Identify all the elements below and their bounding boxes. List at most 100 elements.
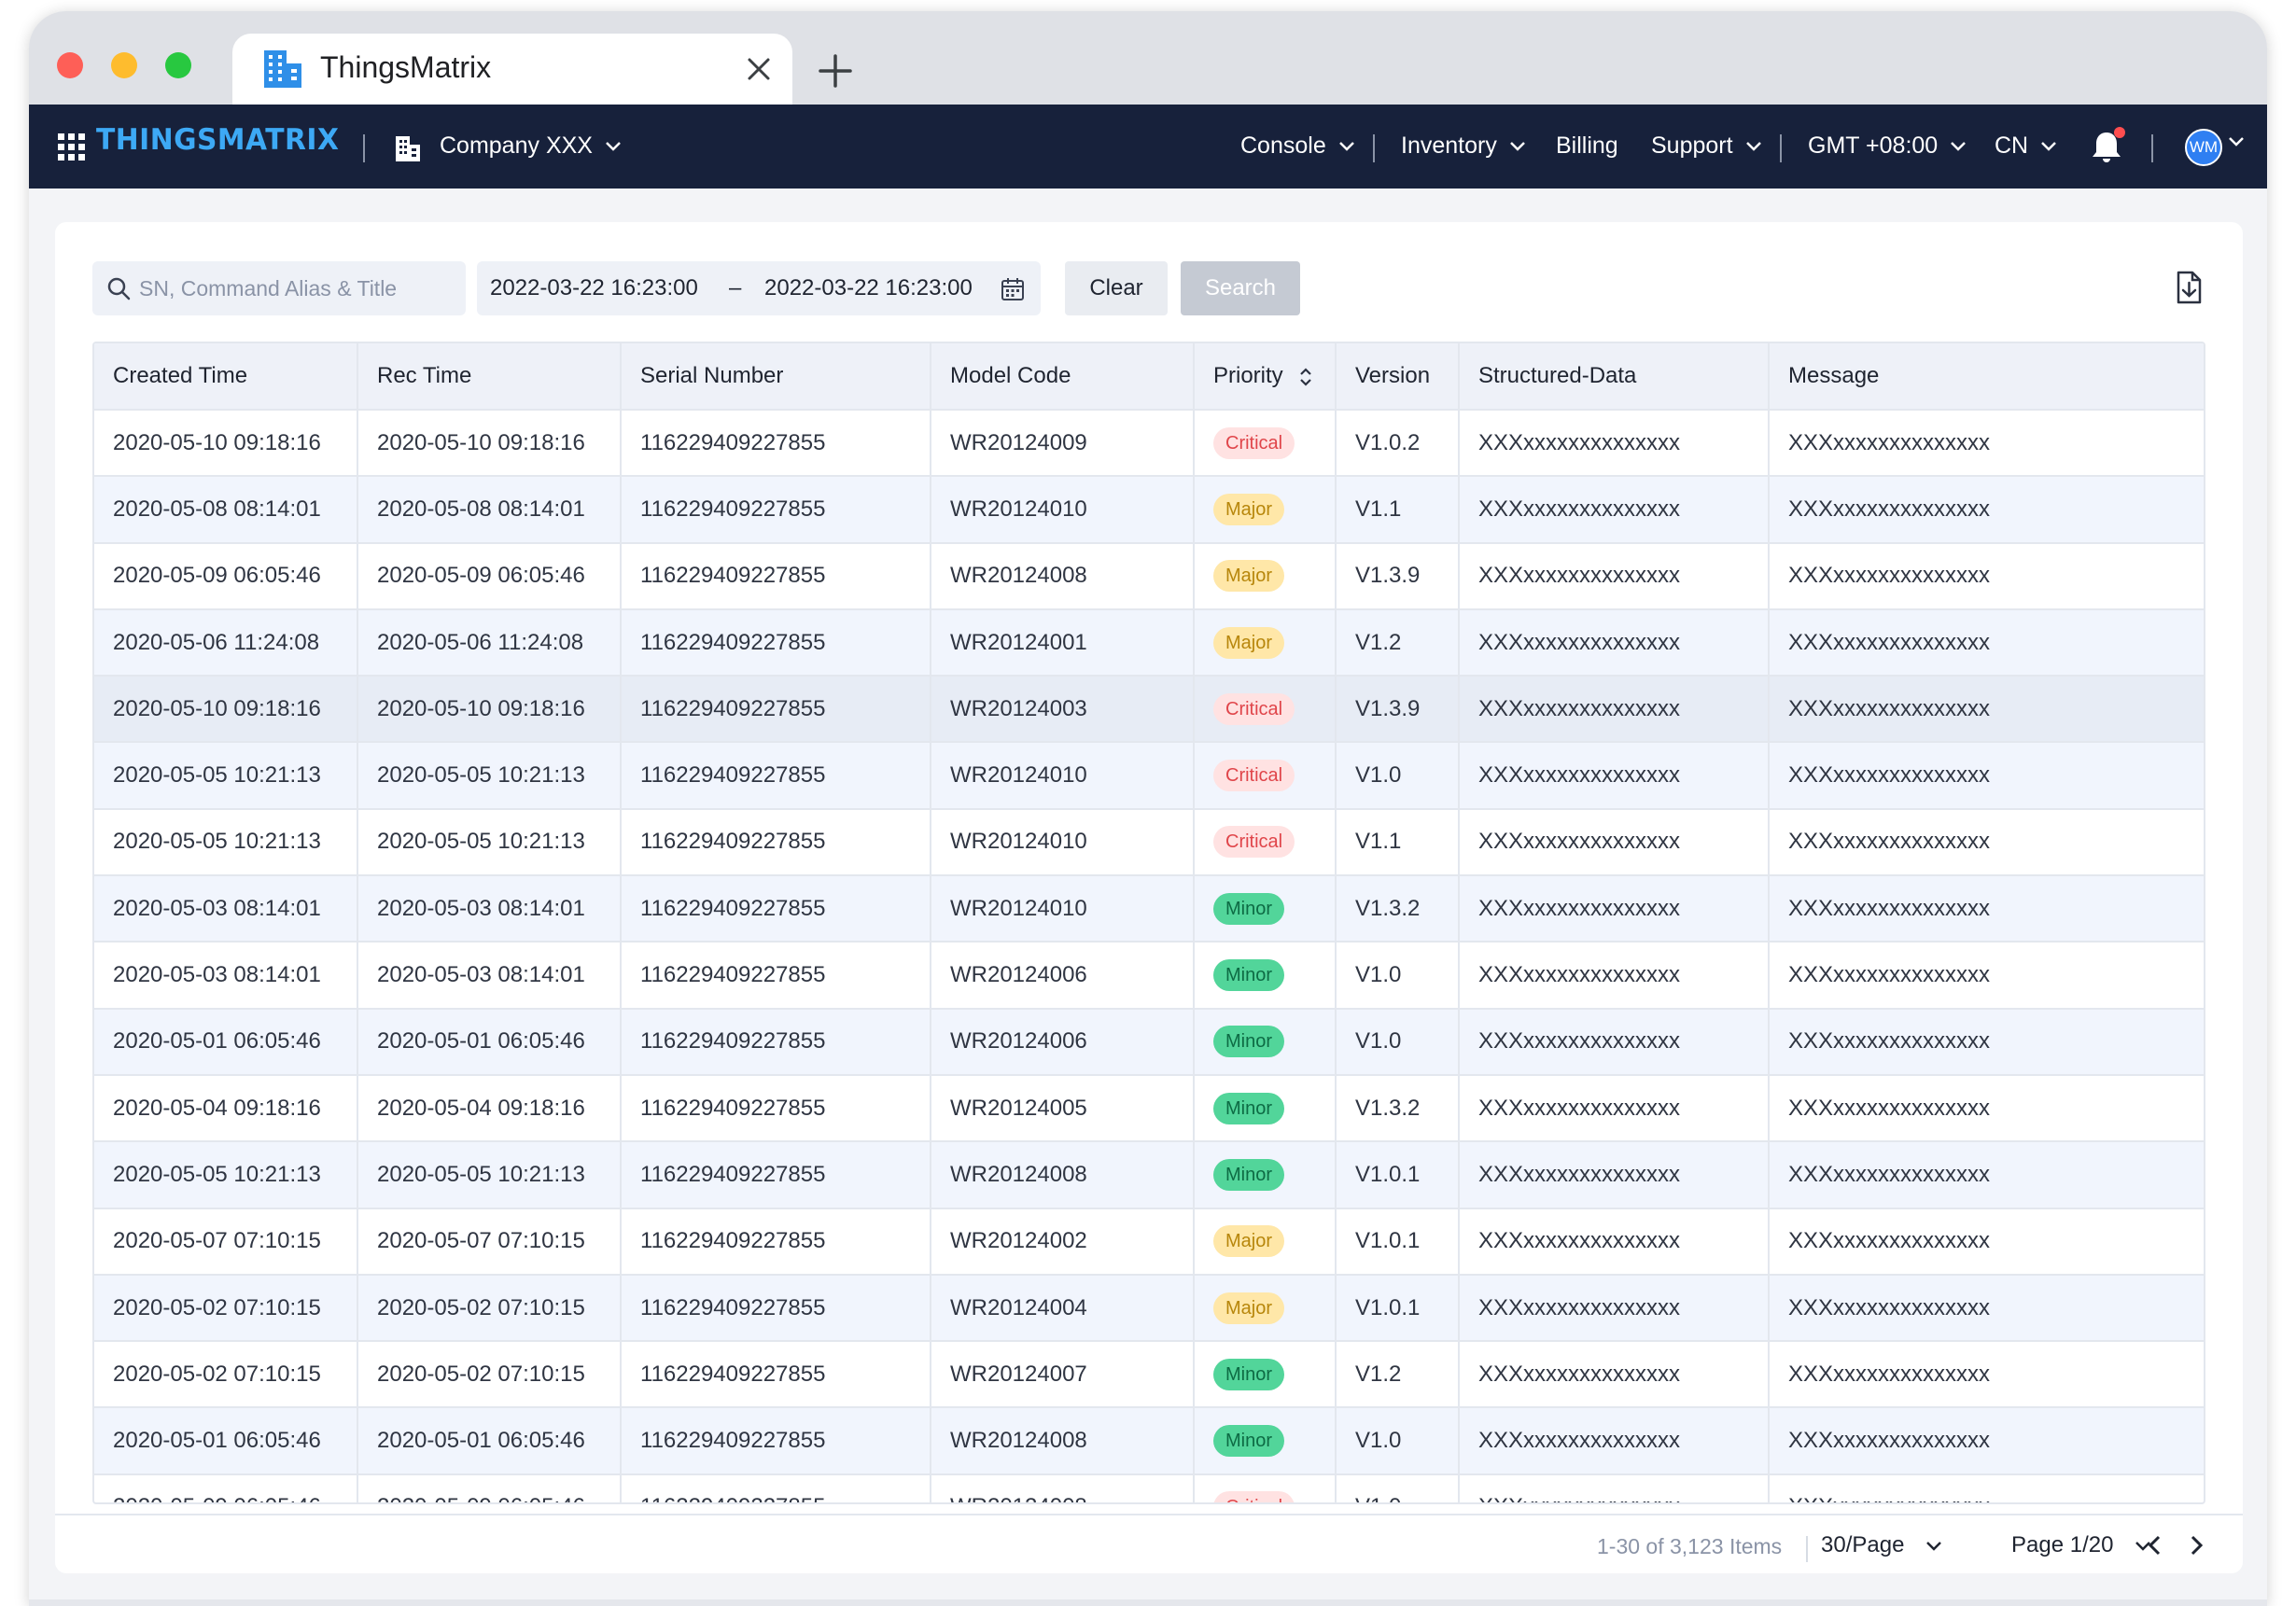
date-end[interactable]: 2022-03-22 16:23:00 — [764, 275, 973, 300]
cell-version: V1.2 — [1336, 1341, 1460, 1409]
table-row[interactable]: 2020-05-08 08:14:01 2020-05-08 08:14:01 11… — [94, 476, 2204, 544]
cell-created-time: 2020-05-09 06:05:46 — [94, 1473, 358, 1502]
browser-window: ThingsMatrix THINGSMATRIX Company XXX — [29, 11, 2267, 1606]
search-input[interactable] — [139, 269, 456, 308]
table-row[interactable]: 2020-05-03 08:14:01 2020-05-03 08:14:01 11… — [94, 875, 2204, 943]
data-table-container[interactable]: Created Time Rec Time Serial Number Mode… — [92, 342, 2205, 1504]
table-row[interactable]: 2020-05-03 08:14:01 2020-05-03 08:14:01 11… — [94, 942, 2204, 1010]
table-row[interactable]: 2020-05-10 09:18:16 2020-05-10 09:18:16 11… — [94, 676, 2204, 744]
column-header-rec-time: Rec Time — [357, 343, 622, 411]
nav-support[interactable]: Support — [1651, 133, 1762, 160]
cell-message: XXXxxxxxxxxxxxxxx — [1769, 1473, 2204, 1502]
cell-priority: Minor — [1194, 1141, 1337, 1209]
clear-button[interactable]: Clear — [1065, 261, 1168, 315]
table-row[interactable]: 2020-05-02 07:10:15 2020-05-02 07:10:15 11… — [94, 1341, 2204, 1409]
cell-version: V1.0 — [1336, 1008, 1460, 1076]
timezone-selector[interactable]: GMT +08:00 — [1808, 133, 1967, 160]
bell-icon[interactable] — [2088, 129, 2125, 166]
page-selector[interactable]: Page 1/20 — [2011, 1532, 2151, 1558]
cell-created-time: 2020-05-05 10:21:13 — [94, 742, 358, 810]
window-close-button[interactable] — [57, 52, 83, 78]
download-file-icon[interactable] — [2170, 269, 2207, 306]
cell-created-time: 2020-05-10 09:18:16 — [94, 676, 358, 744]
nav-billing[interactable]: Billing — [1556, 133, 1618, 159]
cell-structured-data: XXXxxxxxxxxxxxxxx — [1459, 1473, 1770, 1502]
close-icon[interactable] — [736, 47, 781, 91]
window-minimize-button[interactable] — [111, 52, 137, 78]
cell-model-code: WR20124008 — [931, 1473, 1195, 1502]
priority-badge: Minor — [1213, 1358, 1285, 1390]
date-range-picker[interactable]: 2022-03-22 16:23:00 – 2022-03-22 16:23:0… — [477, 261, 1041, 315]
cell-rec-time: 2020-05-02 07:10:15 — [357, 1274, 622, 1343]
cell-rec-time: 2020-05-01 06:05:46 — [357, 1008, 622, 1076]
priority-badge: Major — [1213, 1292, 1285, 1324]
nav-inventory-label: Inventory — [1401, 133, 1497, 159]
cell-structured-data: XXXxxxxxxxxxxxxxx — [1459, 476, 1770, 544]
chevron-down-icon — [2135, 1541, 2150, 1551]
avatar[interactable]: WM — [2185, 129, 2222, 166]
search-icon — [107, 277, 131, 300]
cell-model-code: WR20124008 — [931, 542, 1195, 610]
language-selector[interactable]: CN — [1995, 133, 2057, 160]
table-row[interactable]: 2020-05-05 10:21:13 2020-05-05 10:21:13 11… — [94, 808, 2204, 877]
table-row[interactable]: 2020-05-02 07:10:15 2020-05-02 07:10:15 11… — [94, 1274, 2204, 1343]
date-start[interactable]: 2022-03-22 16:23:00 — [490, 275, 698, 300]
new-tab-plus-icon[interactable] — [813, 49, 858, 93]
brand-logo[interactable]: THINGSMATRIX — [96, 123, 340, 157]
chevron-down-icon[interactable] — [2228, 136, 2245, 147]
table-row[interactable]: 2020-05-01 06:05:46 2020-05-01 06:05:46 11… — [94, 1407, 2204, 1475]
table-row[interactable]: 2020-05-10 09:18:16 2020-05-10 09:18:16 11… — [94, 410, 2204, 478]
nav-divider — [363, 134, 365, 162]
cell-model-code: WR20124008 — [931, 1141, 1195, 1209]
table-row[interactable]: 2020-05-01 06:05:46 2020-05-01 06:05:46 11… — [94, 1008, 2204, 1076]
nav-inventory[interactable]: Inventory — [1401, 133, 1526, 160]
chevron-down-icon — [1338, 142, 1354, 152]
table-row[interactable]: 2020-05-07 07:10:15 2020-05-07 07:10:15 11… — [94, 1208, 2204, 1276]
window-maximize-button[interactable] — [165, 52, 191, 78]
priority-badge: Minor — [1213, 1026, 1285, 1058]
page-size-selector[interactable]: 30/Page — [1821, 1532, 1942, 1558]
chevron-right-icon[interactable] — [2183, 1532, 2209, 1558]
page-label: Page 1/20 — [2011, 1532, 2114, 1557]
company-selector[interactable]: Company XXX — [440, 133, 622, 160]
table-row[interactable]: 2020-05-05 10:21:13 2020-05-05 10:21:13 11… — [94, 742, 2204, 810]
cell-message: XXXxxxxxxxxxxxxxx — [1769, 1341, 2204, 1409]
date-separator: – — [729, 275, 742, 300]
chevron-down-icon — [1926, 1541, 1941, 1551]
cell-serial-number: 116229409227855 — [621, 808, 931, 877]
cell-model-code: WR20124010 — [931, 742, 1195, 810]
sort-icon[interactable] — [1298, 366, 1313, 388]
column-header-priority[interactable]: Priority — [1194, 343, 1337, 411]
cell-rec-time: 2020-05-09 06:05:46 — [357, 1473, 622, 1502]
table-row[interactable]: 2020-05-04 09:18:16 2020-05-04 09:18:16 11… — [94, 1074, 2204, 1143]
cell-priority: Major — [1194, 1208, 1337, 1276]
cell-rec-time: 2020-05-06 11:24:08 — [357, 608, 622, 677]
column-header-message: Message — [1769, 343, 2204, 411]
cell-serial-number: 116229409227855 — [621, 476, 931, 544]
cell-priority: Minor — [1194, 1341, 1337, 1409]
cell-serial-number: 116229409227855 — [621, 1473, 931, 1502]
table-row[interactable]: 2020-05-06 11:24:08 2020-05-06 11:24:08 11… — [94, 608, 2204, 677]
cell-created-time: 2020-05-04 09:18:16 — [94, 1074, 358, 1143]
content-card: 2022-03-22 16:23:00 – 2022-03-22 16:23:0… — [55, 222, 2243, 1573]
app-grid-icon[interactable] — [57, 133, 87, 162]
priority-badge: Critical — [1213, 760, 1295, 792]
company-building-icon — [396, 136, 420, 161]
search-button[interactable]: Search — [1181, 261, 1300, 315]
cell-version: V1.3.2 — [1336, 875, 1460, 943]
cell-message: XXXxxxxxxxxxxxxxx — [1769, 875, 2204, 943]
nav-console[interactable]: Console — [1240, 133, 1355, 160]
search-field[interactable] — [92, 261, 466, 315]
pagination-divider — [1806, 1536, 1808, 1562]
calendar-icon[interactable] — [1000, 276, 1026, 302]
pagination-total: 1-30 of 3,123 Items — [1597, 1534, 1783, 1558]
browser-tab-active[interactable]: ThingsMatrix — [232, 34, 792, 106]
cell-structured-data: XXXxxxxxxxxxxxxxx — [1459, 1208, 1770, 1276]
priority-badge: Minor — [1213, 892, 1285, 925]
cell-serial-number: 116229409227855 — [621, 410, 931, 478]
table-row[interactable]: 2020-05-05 10:21:13 2020-05-05 10:21:13 11… — [94, 1141, 2204, 1209]
chevron-left-icon[interactable] — [2142, 1532, 2168, 1558]
cell-structured-data: XXXxxxxxxxxxxxxxx — [1459, 676, 1770, 744]
